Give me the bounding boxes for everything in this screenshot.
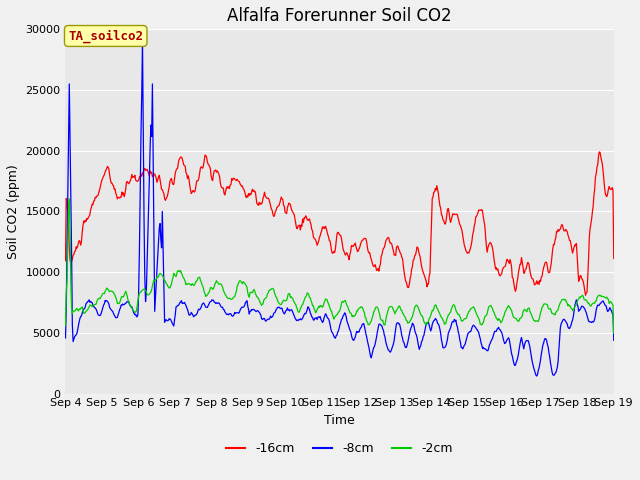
-8cm <box>139 38 147 44</box>
-16cm <box>595 149 603 155</box>
-2cm <box>72 306 80 312</box>
-8cm <box>128 304 136 310</box>
-16cm <box>61 258 69 264</box>
-8cm <box>423 320 431 325</box>
-8cm <box>61 335 69 341</box>
-16cm <box>406 276 414 281</box>
-8cm <box>610 337 618 343</box>
-2cm <box>129 307 136 312</box>
-2cm <box>610 331 618 336</box>
-2cm <box>213 279 221 285</box>
-8cm <box>184 310 192 315</box>
-16cm <box>422 278 430 284</box>
Line: -2cm: -2cm <box>65 199 614 334</box>
Y-axis label: Soil CO2 (ppm): Soil CO2 (ppm) <box>7 164 20 259</box>
Line: -8cm: -8cm <box>65 41 614 376</box>
-8cm <box>407 325 415 331</box>
Line: -16cm: -16cm <box>65 152 614 295</box>
-16cm <box>184 176 191 181</box>
-2cm <box>407 317 415 323</box>
-16cm <box>212 169 220 175</box>
-2cm <box>184 281 192 287</box>
-8cm <box>533 373 541 379</box>
-8cm <box>72 333 79 338</box>
-16cm <box>72 248 79 254</box>
-16cm <box>128 171 136 177</box>
-2cm <box>61 323 69 328</box>
-16cm <box>582 292 589 298</box>
-8cm <box>213 300 221 306</box>
-2cm <box>65 196 73 202</box>
Legend: -16cm, -8cm, -2cm: -16cm, -8cm, -2cm <box>221 437 458 460</box>
Text: TA_soilco2: TA_soilco2 <box>68 29 143 43</box>
-16cm <box>610 256 618 262</box>
Title: Alfalfa Forerunner Soil CO2: Alfalfa Forerunner Soil CO2 <box>227 7 452 25</box>
X-axis label: Time: Time <box>324 414 355 427</box>
-2cm <box>423 322 431 327</box>
